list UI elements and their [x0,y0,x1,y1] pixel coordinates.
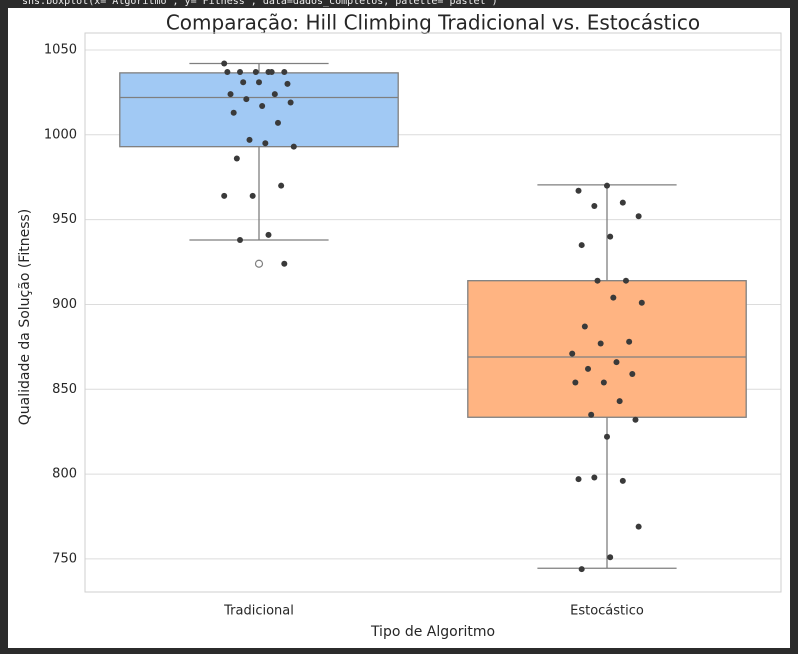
strip-point [274,119,281,126]
strip-point [578,566,585,573]
strip-point [278,182,285,189]
strip-point [237,236,244,243]
strip-point [632,416,639,423]
strip-point [604,433,610,440]
chart-title: Comparação: Hill Climbing Tradicional vs… [166,11,700,35]
y-tick-label: 1050 [44,42,77,57]
strip-point [588,411,595,418]
strip-point [581,323,588,330]
y-tick-label: 800 [52,467,77,482]
strip-point [240,79,247,86]
strip-point [610,294,617,301]
strip-point [597,340,604,347]
strip-point [290,143,297,150]
x-tick-label: Tradicional [223,604,294,619]
strip-point [268,69,275,76]
strip-point [233,155,240,162]
strip-point [265,231,272,238]
strip-point [619,199,626,206]
strip-point [635,213,642,220]
strip-point [616,398,623,405]
strip-point [575,187,582,194]
strip-point [607,233,614,240]
y-tick-label: 850 [52,382,77,397]
strip-point [635,523,642,530]
strip-point [626,338,633,345]
strip-point [287,99,294,106]
strip-point [230,109,237,116]
strip-point [246,136,253,143]
strip-point [591,203,598,210]
strip-point [585,365,592,372]
strip-point [578,242,585,249]
strip-point [619,477,626,484]
strip-point [262,140,269,147]
strip-point [259,102,266,109]
code-line: sns.boxplot(x='Algoritmo', y='Fitness', … [22,0,498,7]
strip-point [594,277,601,284]
y-tick-label: 950 [52,212,77,227]
strip-point [249,192,256,199]
strip-point [629,370,636,377]
strip-point [271,91,278,98]
outlier [254,259,264,268]
strip-point [284,80,291,87]
x-axis-label: Tipo de Algoritmo [370,624,495,640]
strip-point [569,350,576,357]
strip-point [572,379,579,386]
strip-point [607,554,614,561]
strip-point [237,69,244,76]
strip-point [600,379,607,386]
strip-point [227,91,234,98]
strip-point [221,192,228,199]
strip-point [221,60,228,67]
strip-point [613,359,620,366]
strip-point [591,474,598,481]
strip-point [256,79,262,86]
strip-point [575,476,582,483]
box [467,280,747,418]
strip-point [604,182,610,189]
strip-point [281,69,288,76]
y-tick-label: 750 [52,551,77,566]
strip-point [638,299,645,306]
plot-frame [84,32,782,593]
strip-point [224,69,231,76]
y-tick-label: 1000 [44,127,77,142]
y-tick-label: 900 [52,297,77,312]
strip-point [243,96,250,103]
x-tick-label: Estocástico [570,604,644,619]
strip-point [252,69,259,76]
strip-point [622,277,629,284]
strip-point [281,260,288,267]
y-axis-label: Qualidade da Solução (Fitness) [17,209,33,426]
